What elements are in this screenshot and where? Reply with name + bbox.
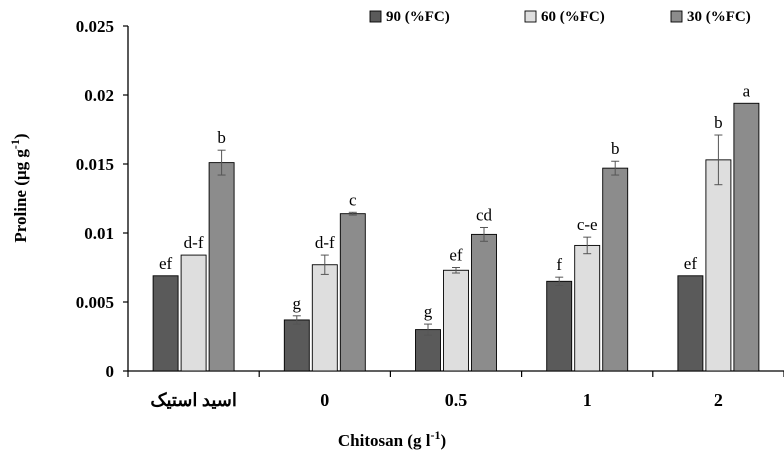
y-tick-label: 0.01 [84, 224, 114, 243]
legend-label: 90 (%FC) [386, 9, 450, 25]
bar [415, 329, 441, 372]
bar [574, 244, 601, 372]
bar [283, 319, 310, 372]
y-axis-title-main: Proline (µg g [11, 149, 30, 243]
significance-letter: b [611, 139, 620, 158]
legend: 90 (%FC) 60 (%FC) 30 (%FC) [369, 9, 751, 25]
bar [443, 269, 469, 372]
legend-swatch [524, 10, 537, 23]
bar [180, 254, 207, 372]
x-tick-label: اسید استیک [150, 390, 237, 410]
significance-letter: b [714, 113, 723, 132]
x-tick-label: 1 [583, 390, 592, 410]
bar [208, 162, 235, 372]
significance-letter: ef [159, 254, 173, 273]
significance-letter: d-f [315, 233, 335, 252]
significance-letter: g [424, 302, 433, 321]
y-tick-label: 0.005 [76, 293, 114, 312]
y-tick-label: 0.02 [84, 86, 114, 105]
bar [311, 264, 338, 372]
significance-letters: ef g g f ef d-f d-f ef c-e b b c cd b a [159, 81, 751, 321]
y-tick-label: 0 [106, 362, 115, 381]
x-axis-title-sup: -1 [430, 428, 440, 442]
legend-swatch [670, 10, 683, 23]
bar [602, 167, 629, 372]
significance-letter: b [217, 128, 226, 147]
significance-letter: c [349, 190, 357, 209]
bar [152, 275, 179, 372]
bar [733, 102, 760, 372]
bars [152, 102, 760, 372]
bar [705, 159, 732, 372]
significance-letter: ef [449, 246, 463, 265]
y-axis-title-close: ) [11, 133, 30, 139]
significance-letter: d-f [184, 233, 204, 252]
legend-label: 30 (%FC) [687, 9, 751, 25]
x-tick-label: 2 [714, 390, 723, 410]
x-axis-title-close: ) [440, 431, 446, 450]
y-axis-title-sup: -1 [8, 139, 22, 149]
x-tick-label: 0.5 [445, 390, 468, 410]
significance-letter: f [556, 255, 562, 274]
x-tick-label: 0 [320, 390, 329, 410]
legend-label: 60 (%FC) [541, 9, 605, 25]
x-axis-title-main: Chitosan (g l [338, 431, 431, 450]
y-axis-title: Proline (µg g-1) [8, 133, 30, 242]
significance-letter: cd [476, 205, 493, 224]
significance-letter: g [293, 294, 302, 313]
significance-letter: c-e [577, 215, 598, 234]
y-tick-label: 0.025 [76, 17, 114, 36]
y-tick-label: 0.015 [76, 155, 114, 174]
significance-letter: ef [684, 254, 698, 273]
x-axis-title: Chitosan (g l-1) [338, 428, 446, 450]
legend-swatch [369, 10, 382, 23]
bar [471, 233, 497, 372]
significance-letter: a [743, 81, 751, 100]
bar [546, 280, 573, 372]
bar [339, 213, 366, 372]
axes: 0 0.005 0.01 0.015 0.02 0.025 اسید استیک 0 0.5 1 2 [76, 17, 784, 410]
bar [677, 275, 704, 372]
